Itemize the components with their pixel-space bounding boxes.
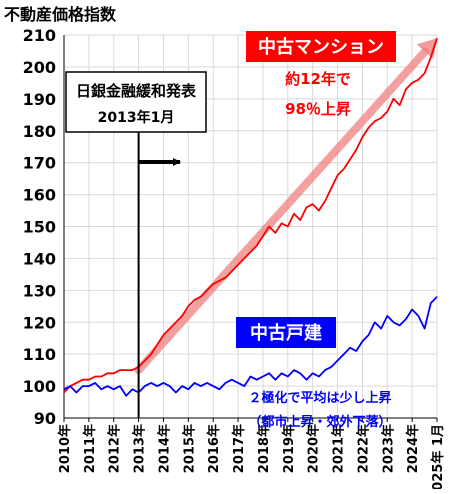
mansion-label-box: [246, 31, 396, 62]
x-tick-label: 2015年: [181, 424, 197, 473]
x-tick-label: 2016年: [206, 424, 222, 473]
y-tick-label: 100: [23, 377, 56, 396]
y-tick-label: 180: [23, 122, 56, 141]
x-tick-label: 2010年: [57, 424, 73, 473]
x-tick-label: 2017年: [231, 424, 247, 473]
x-tick-label: 2023年: [380, 424, 396, 473]
y-tick-label: 130: [23, 281, 56, 300]
y-tick-label: 200: [23, 58, 56, 77]
y-tick-label: 190: [23, 90, 56, 109]
y-tick-label: 120: [23, 313, 56, 332]
house-note-1: ２極化で平均は少し上昇: [248, 390, 391, 406]
chart-title: 不動産価格指数: [4, 5, 117, 24]
y-tick-label: 170: [23, 154, 56, 173]
series-line-house: [63, 296, 438, 397]
y-tick-label: 90: [34, 409, 56, 428]
x-tick-label: 2021年: [331, 424, 347, 473]
house-label-box: [236, 317, 336, 348]
series-line-mansion: [63, 37, 438, 394]
y-tick-label: 140: [23, 249, 56, 268]
x-tick-label: 2013年: [132, 424, 148, 473]
y-tick-label: 210: [23, 26, 56, 45]
trend-arrow-shaft: [134, 47, 429, 375]
x-tick-label: 2024年: [405, 424, 421, 473]
x-tick-label: 2014年: [156, 424, 172, 473]
event-box-title: 日銀金融緩和発表: [76, 82, 197, 100]
x-tick-label: 2019年: [281, 424, 297, 473]
series: [63, 37, 438, 397]
event-box-date: 2013年1月: [98, 109, 175, 126]
event-box: [65, 71, 207, 133]
x-tick-label: 2020年: [306, 424, 322, 473]
x-tick-label: 2022年: [355, 424, 371, 473]
axes: 90 100 110 120 130 140 150 160 170 180 190 200 210 20…: [4, 5, 446, 494]
house-label: 中古戸建: [250, 322, 322, 344]
x-tick-label: 2011年: [82, 424, 98, 473]
x-tick-label: 2018年: [256, 424, 272, 473]
y-tick-label: 160: [23, 186, 56, 205]
x-tick-label: 2025年 1月: [430, 424, 446, 489]
x-tick-label: 2012年: [107, 424, 123, 473]
mansion-note-1: 約12年で: [285, 70, 351, 88]
house-note-2: （都市上昇・郊外下落）: [248, 414, 391, 430]
y-tick-label: 150: [23, 218, 56, 237]
mansion-note-2: 98％上昇: [285, 100, 351, 118]
y-tick-label: 110: [23, 345, 56, 364]
mansion-label: 中古マンション: [258, 36, 384, 58]
